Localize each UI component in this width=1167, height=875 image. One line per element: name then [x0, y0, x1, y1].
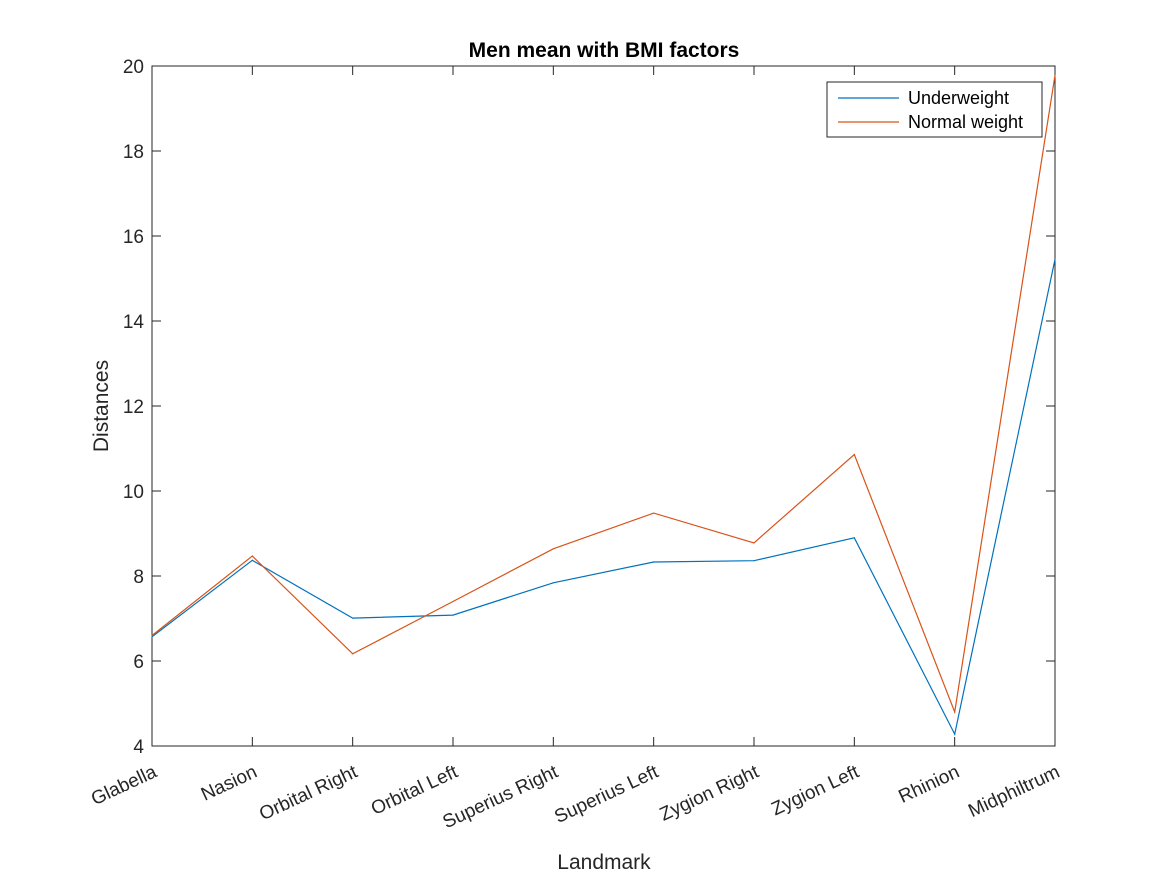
y-tick-label: 8 — [133, 567, 144, 588]
y-tick-label: 12 — [123, 397, 144, 418]
legend: Underweight Normal weight — [827, 82, 1042, 137]
x-tick-label: Orbital Right — [256, 761, 361, 825]
x-tick-label: Zygion Left — [768, 761, 863, 820]
data-point-underweight — [954, 734, 955, 735]
y-tick-label: 4 — [133, 737, 144, 758]
data-point-normal-weight — [252, 555, 253, 556]
series-line-underweight — [152, 259, 1055, 734]
y-tick-label: 16 — [123, 227, 144, 248]
x-tick-label: Superius Right — [440, 761, 562, 833]
x-tick-label: Midphiltrum — [965, 761, 1063, 822]
data-point-normal-weight — [352, 653, 353, 654]
data-point-underweight — [753, 560, 754, 561]
x-tick-label: Glabella — [88, 761, 160, 810]
data-point-underweight — [352, 617, 353, 618]
data-point-underweight — [653, 561, 654, 562]
data-point-underweight — [553, 582, 554, 583]
data-point-underweight — [252, 560, 253, 561]
y-tick-label: 20 — [123, 57, 144, 78]
data-point-normal-weight — [151, 635, 152, 636]
y-tick-label: 10 — [123, 482, 144, 503]
data-point-normal-weight — [1054, 75, 1055, 76]
x-tick-label: Zygion Right — [657, 761, 763, 825]
x-tick-label: Rhinion — [896, 761, 963, 807]
data-point-normal-weight — [452, 601, 453, 602]
data-point-normal-weight — [954, 711, 955, 712]
y-axis-label: Distances — [90, 360, 113, 452]
data-point-normal-weight — [653, 513, 654, 514]
series-group — [151, 75, 1055, 735]
plot-frame — [152, 66, 1055, 746]
x-tick-label: Superius Left — [551, 761, 662, 828]
data-point-normal-weight — [753, 542, 754, 543]
series-line-normal-weight — [152, 75, 1055, 712]
x-axis-label: Landmark — [557, 851, 651, 874]
chart-title: Men mean with BMI factors — [469, 39, 740, 62]
data-point-underweight — [151, 636, 152, 637]
legend-label-underweight: Underweight — [908, 88, 1009, 108]
y-tick-label: 6 — [133, 652, 144, 673]
legend-label-normal-weight: Normal weight — [908, 112, 1023, 132]
x-tick-label: Nasion — [198, 761, 260, 805]
data-point-normal-weight — [854, 454, 855, 455]
y-tick-label: 18 — [123, 142, 144, 163]
data-point-normal-weight — [553, 548, 554, 549]
data-point-underweight — [854, 537, 855, 538]
data-point-underweight — [452, 615, 453, 616]
data-point-underweight — [1054, 259, 1055, 260]
y-tick-label: 14 — [123, 312, 145, 333]
